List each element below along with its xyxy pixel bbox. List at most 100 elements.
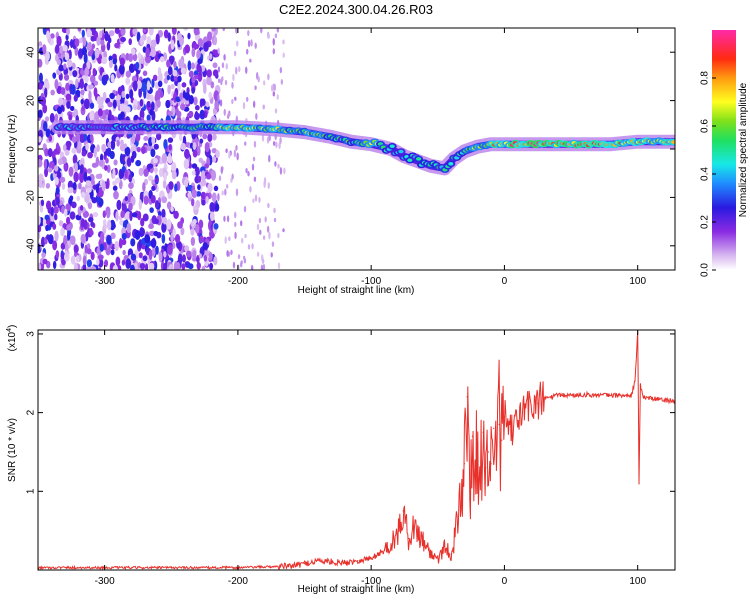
spectrogram-noise-cell xyxy=(107,101,113,108)
spectrogram-noise-cell xyxy=(40,199,45,207)
chart-title: C2E2.2024.300.04.26.R03 xyxy=(279,2,433,17)
snr-data-point xyxy=(493,427,495,429)
spectrogram-noise-cell xyxy=(262,104,265,110)
spectrogram-noise-cell xyxy=(120,210,125,218)
spectrogram-noise-cell xyxy=(228,236,231,242)
spectrogram-noise-cell xyxy=(98,159,104,167)
spectrogram-noise-cell xyxy=(191,87,196,94)
spectrogram-noise-cell xyxy=(250,39,253,47)
spectrogram-noise-cell xyxy=(173,75,179,82)
snr-plot-area xyxy=(38,330,675,570)
spectrogram-noise-cell xyxy=(267,182,270,190)
spectrogram-noise-cell xyxy=(190,62,196,70)
spectrogram-noise-cell xyxy=(177,221,183,229)
spectrogram-noise-cell xyxy=(197,184,201,191)
spectrogram-noise-cell xyxy=(182,90,186,99)
spectrogram-noise-cell xyxy=(120,28,126,36)
spectrogram-noise-cell xyxy=(150,39,157,48)
x-tick-label: 100 xyxy=(629,576,646,587)
spectrogram-noise-cell xyxy=(174,234,181,244)
spectrogram-noise-cell xyxy=(221,76,224,82)
spectrogram-noise-cell xyxy=(78,182,82,190)
spectrogram-noise-cell xyxy=(59,176,66,183)
spectrogram-noise-cell xyxy=(223,53,226,61)
spectrogram-noise-cell xyxy=(154,200,160,209)
spectrogram-noise-cell xyxy=(109,92,115,100)
snr-scale-label: (x104) xyxy=(6,325,18,352)
spectrogram-noise-cell xyxy=(82,255,87,266)
spectrogram-noise-cell xyxy=(154,218,159,225)
spectrogram-noise-cell xyxy=(181,82,187,88)
spectrogram-noise-cell xyxy=(86,168,93,174)
spectrogram-noise-cell xyxy=(143,195,149,205)
spectrogram-noise-cell xyxy=(41,252,46,259)
spectrogram-noise-cell xyxy=(99,30,103,39)
spectrogram-noise-cell xyxy=(121,90,125,99)
spectrogram-noise-cell xyxy=(110,232,116,240)
snr-data-point xyxy=(263,566,266,568)
spectrogram-noise-cell xyxy=(67,59,73,68)
spectrogram-noise-cell xyxy=(270,84,274,92)
snr-data-point xyxy=(466,396,468,398)
spectrogram-noise-cell xyxy=(65,82,70,92)
spectrogram-noise-cell xyxy=(44,167,49,178)
spectrogram-noise-cell xyxy=(58,64,65,72)
spectrogram-noise-cell xyxy=(118,170,125,179)
spectrogram-noise-cell xyxy=(110,249,115,256)
spectrogram-noise-cell xyxy=(79,204,84,211)
spectrogram-noise-cell xyxy=(132,212,138,218)
snr-data-point xyxy=(639,384,641,386)
snr-data-point xyxy=(443,545,446,547)
spectrogram-noise-cell xyxy=(258,217,262,224)
spectrogram-noise-cell xyxy=(79,132,85,143)
spectrogram-noise-cell xyxy=(188,110,194,118)
spectrogram-noise-cell xyxy=(69,38,74,49)
spectrogram-noise-cell xyxy=(166,244,173,255)
spectrogram-noise-cell xyxy=(95,183,100,194)
spectrogram-noise-cell xyxy=(128,182,134,190)
spectrogram-noise-cell xyxy=(231,173,234,180)
spectrogram-noise-cell xyxy=(89,74,96,84)
spectrogram-noise-cell xyxy=(202,242,209,251)
spectrogram-noise-cell xyxy=(280,78,284,85)
spectrogram-noise-cell xyxy=(220,166,224,174)
spectrogram-noise-cell xyxy=(42,121,48,132)
spectrogram-noise-cell xyxy=(244,233,247,238)
spectrogram-noise-cell xyxy=(209,210,215,222)
spectrogram-noise-cell xyxy=(130,253,137,261)
spectrogram-noise-cell xyxy=(101,143,107,153)
spectrogram-noise-cell xyxy=(256,251,260,257)
spectrogram-noise-cell xyxy=(242,255,246,260)
spectrogram-noise-cell xyxy=(64,149,70,156)
spectrogram-noise-cell xyxy=(217,93,220,102)
spectrogram-noise-cell xyxy=(106,234,112,246)
spectrogram-noise-cell xyxy=(135,159,142,167)
spectrogram-noise-cell xyxy=(86,29,92,37)
spectrogram-noise-cell xyxy=(192,149,198,158)
spectrogram-noise-cell xyxy=(150,48,157,58)
spectrogram-noise-cell xyxy=(133,104,138,111)
spectrogram-noise-cell xyxy=(145,55,151,64)
spectrogram-noise-cell xyxy=(158,168,164,178)
y-tick-label: 3 xyxy=(26,331,37,337)
spectrogram-noise-cell xyxy=(232,261,236,269)
spectrogram-noise-cell xyxy=(66,100,71,109)
spectrogram-noise-cell xyxy=(233,50,237,57)
snr-data-point xyxy=(290,565,292,567)
spectrogram-noise-cell xyxy=(52,240,58,251)
spectrogram-noise-cell xyxy=(226,249,229,257)
spectrogram-noise-cell xyxy=(147,163,154,169)
spectrogram-noise-cell xyxy=(167,137,174,143)
colorbar-tick-label: 0.2 xyxy=(700,215,711,229)
spectrogram-noise-cell xyxy=(226,215,230,223)
spectrogram-ridge-cell xyxy=(448,162,454,166)
spectrogram-noise-cell xyxy=(212,62,218,69)
spectrogram-noise-cell xyxy=(187,192,192,198)
spectrogram-noise-cell xyxy=(168,144,172,151)
spectrogram-noise-cell xyxy=(63,73,70,81)
spectrogram-noise-cell xyxy=(69,105,75,112)
spectrogram-noise-cell xyxy=(211,147,217,154)
spectrogram-noise-cell xyxy=(87,151,93,159)
spectrogram-noise-cell xyxy=(132,80,138,92)
